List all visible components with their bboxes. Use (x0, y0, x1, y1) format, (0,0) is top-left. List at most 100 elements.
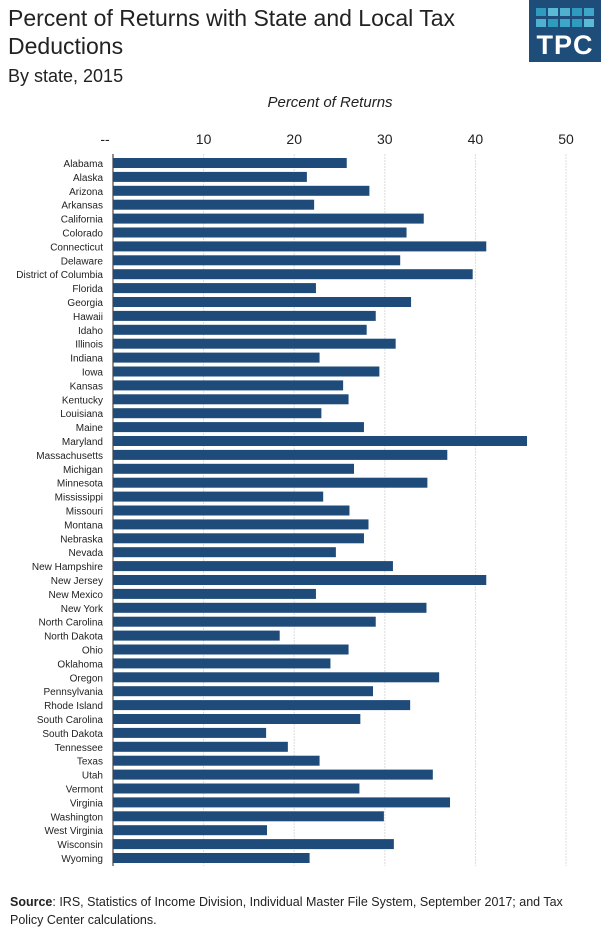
bar (113, 839, 394, 850)
bar (113, 853, 310, 863)
bar (113, 811, 384, 822)
chart-title: Percent of Returns with State and Local … (8, 5, 456, 59)
bar (113, 352, 320, 363)
y-category-label: Washington (51, 812, 103, 823)
logo-square (572, 19, 582, 27)
y-category-label: Indiana (70, 354, 103, 365)
bar (113, 213, 424, 224)
bar (113, 338, 396, 349)
bar (113, 686, 374, 697)
bar (113, 491, 324, 502)
bar (113, 588, 316, 599)
bar (113, 727, 267, 738)
y-category-label: North Dakota (44, 632, 103, 643)
logo-square (548, 19, 558, 27)
y-category-label: Montana (64, 520, 103, 531)
bar (113, 769, 433, 780)
bar (113, 408, 322, 419)
bar (113, 366, 380, 377)
y-category-label: South Carolina (37, 715, 104, 726)
bar (113, 616, 376, 627)
source-note: Source: IRS, Statistics of Income Divisi… (10, 893, 590, 929)
logo-square (560, 8, 570, 16)
bar (113, 519, 369, 530)
bar (113, 199, 315, 210)
y-category-label: Oregon (70, 673, 103, 684)
source-text: : IRS, Statistics of Income Division, In… (10, 895, 563, 927)
bar (113, 297, 412, 307)
y-category-label: New York (61, 604, 104, 615)
bar (113, 714, 361, 724)
y-category-label: Arkansas (61, 201, 103, 212)
y-category-label: Florida (72, 284, 103, 295)
y-category-label: Minnesota (57, 479, 104, 490)
bar (113, 380, 344, 391)
y-category-label: West Virginia (44, 826, 103, 837)
y-category-label: Ohio (82, 646, 104, 657)
y-category-label: Virginia (70, 798, 104, 809)
x-tick-label: 30 (377, 131, 393, 147)
y-category-label: Kansas (70, 381, 103, 392)
y-category-label: Georgia (67, 298, 103, 309)
y-category-label: Alaska (73, 173, 103, 184)
y-category-label: Missouri (66, 507, 103, 518)
bar (113, 422, 364, 433)
x-axis-label: Percent of Returns (267, 94, 393, 111)
y-category-label: Tennessee (55, 743, 104, 754)
bar (113, 630, 280, 641)
bar (113, 171, 307, 182)
bar (113, 644, 349, 655)
logo-square (536, 19, 546, 27)
bar (113, 700, 411, 711)
y-category-label: Alabama (64, 159, 104, 170)
y-category-label: Nevada (69, 548, 104, 559)
bar (113, 255, 401, 266)
bar (113, 310, 376, 321)
bar (113, 158, 347, 168)
bar (113, 658, 331, 669)
bar (113, 185, 370, 196)
logo-square (584, 19, 594, 27)
y-category-label: Wyoming (61, 854, 103, 865)
bar (113, 672, 440, 683)
y-category-label: Utah (82, 771, 103, 782)
x-tick-label: 20 (286, 131, 302, 147)
bar (113, 533, 364, 544)
y-category-label: Maine (76, 423, 104, 434)
y-category-label: Oklahoma (57, 659, 103, 670)
y-category-label: North Carolina (39, 618, 104, 629)
bar (113, 547, 336, 558)
y-category-label: Wisconsin (57, 840, 103, 851)
y-category-label: Connecticut (50, 242, 103, 253)
y-category-label: Michigan (63, 465, 103, 476)
x-tick-label: 50 (558, 131, 574, 147)
bar (113, 463, 354, 474)
bar (113, 269, 473, 280)
y-category-label: Delaware (61, 256, 104, 267)
y-category-label: New Hampshire (32, 562, 104, 573)
y-category-label: District of Columbia (16, 270, 103, 281)
y-category-label: Pennsylvania (44, 687, 104, 698)
logo-square (548, 8, 558, 16)
bar (113, 741, 288, 752)
bar (113, 324, 367, 335)
bar (113, 241, 487, 252)
bar (113, 449, 448, 460)
y-category-label: Texas (77, 757, 103, 768)
y-category-label: New Mexico (49, 590, 104, 601)
y-category-label: New Jersey (51, 576, 103, 587)
y-category-label: Iowa (82, 368, 104, 379)
bar (113, 602, 427, 613)
bar (113, 825, 268, 836)
y-category-label: Mississippi (55, 493, 103, 504)
y-category-label: California (61, 215, 104, 226)
y-category-label: Vermont (66, 785, 103, 796)
y-category-label: Arizona (69, 187, 103, 198)
y-category-label: Hawaii (73, 312, 103, 323)
y-category-label: Maryland (62, 437, 103, 448)
chart-subtitle: By state, 2015 (8, 66, 124, 86)
x-tick-label: 40 (468, 131, 484, 147)
logo-square (584, 8, 594, 16)
bar (113, 797, 451, 808)
source-label: Source (10, 895, 53, 909)
